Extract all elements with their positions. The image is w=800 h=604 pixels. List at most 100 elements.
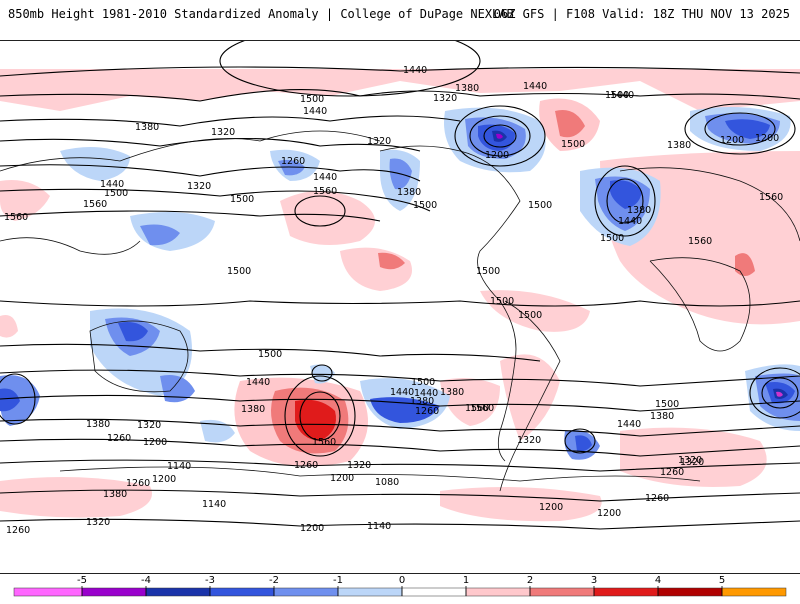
contour-label: 1440 [303,106,327,117]
contour-label: 1200 [300,523,324,534]
contour-label: 1380 [241,404,265,415]
anomaly-map: 1440 1380 1440 1500 1440 1320 1380 1320 … [0,41,800,536]
contour-label: 1260 [415,406,439,417]
contour-label: 1320 [517,435,541,446]
contour-label: 1320 [86,517,110,528]
contour-label: 1560 [470,403,494,414]
contour-label: 1560 [4,212,28,223]
contour-label: 1500 [528,200,552,211]
contour-label: 1560 [313,186,337,197]
contour-label: 1260 [126,478,150,489]
contour-label: 1440 [246,377,270,388]
contour-label: 1260 [294,460,318,471]
contour-label: 1260 [107,433,131,444]
height-contours [0,41,800,530]
contour-label: 1260 [660,467,684,478]
legend-tick-label: -3 [205,575,215,586]
contour-label: 1320 [678,455,702,466]
map-panel: 1440 1380 1440 1500 1440 1320 1380 1320 … [0,40,800,574]
contour-label: 1380 [440,387,464,398]
legend-color-segment [465,587,531,597]
contour-label: 1200 [152,474,176,485]
legend-tick-labels: -5 -4 -3 -2 -1 0 1 2 3 4 5 [77,575,725,596]
legend-color-segment [401,587,467,597]
legend-tick-label: 1 [463,575,469,586]
legend-color-segment [593,587,659,597]
legend-color-segment [209,587,275,597]
contour-label: 1440 [610,90,634,101]
legend-tick-label: -4 [141,575,151,586]
legend-tick-label: 5 [719,575,725,586]
contour-label: 1380 [627,205,651,216]
contour-label: 1440 [617,419,641,430]
contour-label: 1440 [414,388,438,399]
legend-tick-label: -5 [77,575,87,586]
contour-label: 1500 [227,266,251,277]
contour-label: 1200 [720,135,744,146]
contour-label: 1200 [597,508,621,519]
contour-label: 1200 [539,502,563,513]
contour-label: 1560 [465,403,489,414]
contour-label: 1440 [523,81,547,92]
contour-label: 1320 [367,136,391,147]
contour-label: 1500 [605,90,629,101]
contour-label: 1200 [755,133,779,144]
contour-label: 1380 [650,411,674,422]
contour-label: 1560 [312,437,336,448]
contour-label: 1440 [618,216,642,227]
legend-color-segment [721,587,787,597]
contour-label: 1260 [281,156,305,167]
legend-tick-label: 4 [655,575,661,586]
contour-label: 1500 [655,399,679,410]
contour-label: 1500 [490,296,514,307]
contour-label: 1500 [413,200,437,211]
legend-tick-label: 0 [399,575,405,586]
contour-label: 1380 [86,419,110,430]
legend-color-segment [273,587,339,597]
contour-label: 1380 [410,396,434,407]
map-title: 850mb Height 1981-2010 Standardized Anom… [8,7,514,21]
contour-label: 1500 [561,139,585,150]
contour-label: 1560 [83,199,107,210]
contour-label: 1500 [230,194,254,205]
contour-labels: 1440 1380 1440 1500 1440 1320 1380 1320 … [4,65,783,536]
contour-label: 1560 [688,236,712,247]
contour-label: 1500 [300,94,324,105]
contour-label: 1140 [367,521,391,532]
legend-color-segment [145,587,211,597]
legend-tick-label: 2 [527,575,533,586]
contour-label: 1320 [211,127,235,138]
legend-color-segment [337,587,403,597]
contour-label: 1320 [187,181,211,192]
color-legend: -5 -4 -3 -2 -1 0 1 2 3 4 5 [0,574,800,600]
contour-label: 1500 [411,377,435,388]
legend-color-segment [13,587,83,597]
legend-tick-label: -1 [333,575,343,586]
contour-label: 1380 [397,187,421,198]
legend-svg: -5 -4 -3 -2 -1 0 1 2 3 4 5 [13,575,787,597]
contour-label: 1320 [347,460,371,471]
contour-label: 1500 [104,188,128,199]
contour-label: 1200 [330,473,354,484]
contour-label: 1500 [476,266,500,277]
contour-label: 1500 [258,349,282,360]
contour-label: 1440 [313,172,337,183]
contour-label: 1440 [100,179,124,190]
contour-label: 1500 [518,310,542,321]
model-run-info: 06Z GFS | F108 Valid: 18Z THU NOV 13 202… [493,7,790,21]
contour-label: 1200 [143,437,167,448]
contour-label: 1320 [680,457,704,468]
contour-label: 1260 [6,525,30,536]
legend-tick-label: 3 [591,575,597,586]
contour-label: 1500 [600,233,624,244]
legend-color-segment [81,587,147,597]
contour-label: 1380 [455,83,479,94]
contour-label: 1440 [390,387,414,398]
contour-label: 1320 [433,93,457,104]
contour-label: 1140 [167,461,191,472]
contour-label: 1380 [103,489,127,500]
contour-label: 1380 [135,122,159,133]
contour-label: 1200 [485,150,509,161]
contour-label: 1260 [645,493,669,504]
legend-color-bar [13,587,787,597]
